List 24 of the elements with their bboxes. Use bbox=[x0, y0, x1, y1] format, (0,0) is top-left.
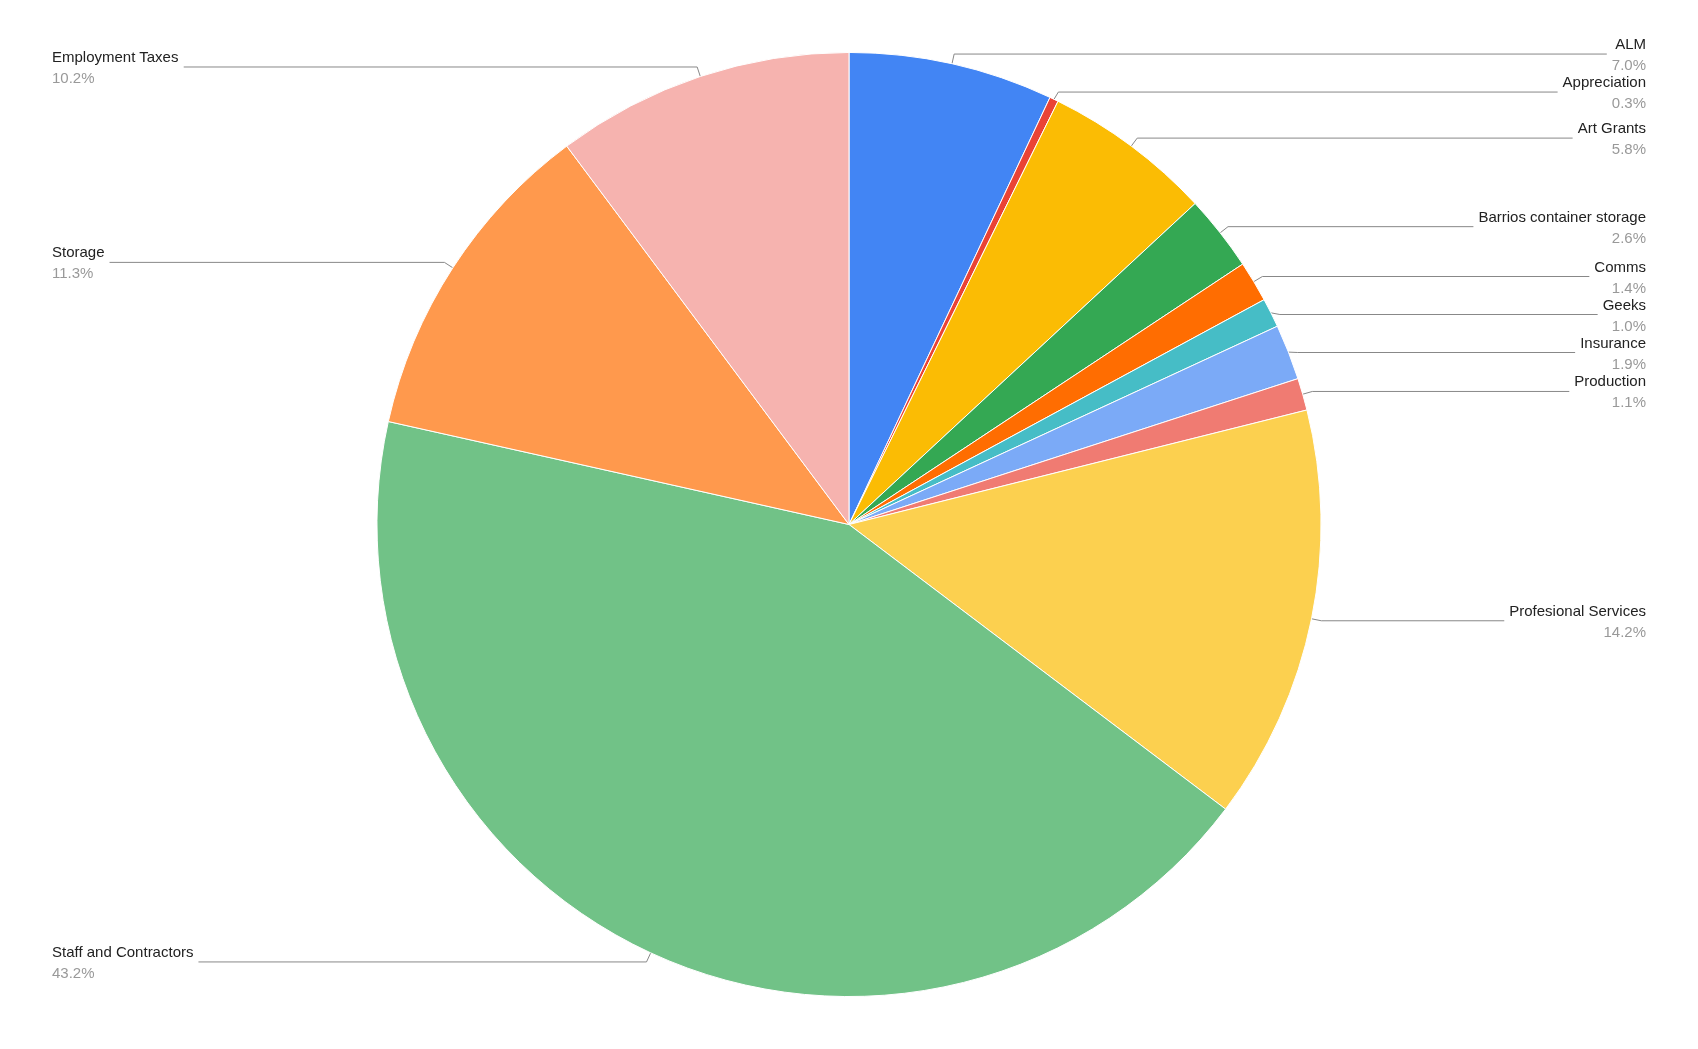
data-label: 2.6% bbox=[1611, 228, 1646, 246]
data-label: 14.2% bbox=[1603, 622, 1646, 640]
slice-label: Production bbox=[1574, 372, 1646, 390]
slice-label: Barrios container storage bbox=[1478, 207, 1646, 225]
data-label: 43.2% bbox=[52, 963, 95, 981]
data-label: 1.9% bbox=[1611, 354, 1646, 372]
data-label: 10.2% bbox=[52, 68, 95, 86]
slice-label: Insurance bbox=[1580, 333, 1646, 351]
slice-label: Geeks bbox=[1602, 295, 1646, 313]
slice-label: ALM bbox=[1615, 35, 1646, 53]
data-label: 5.8% bbox=[1611, 140, 1646, 158]
data-label: 1.1% bbox=[1611, 393, 1646, 411]
slice-label: Comms bbox=[1594, 257, 1646, 275]
data-label: 1.4% bbox=[1611, 278, 1646, 296]
data-label: 11.3% bbox=[52, 264, 94, 282]
slice-label: Storage bbox=[52, 243, 105, 261]
slice-label: Art Grants bbox=[1577, 119, 1646, 137]
data-label: 7.0% bbox=[1611, 56, 1646, 74]
slice-label: Staff and Contractors bbox=[52, 942, 194, 960]
slice-label: Profesional Services bbox=[1509, 601, 1646, 619]
data-label: 0.3% bbox=[1611, 94, 1646, 112]
slice-label: Appreciation bbox=[1562, 73, 1646, 91]
data-label: 1.0% bbox=[1611, 316, 1646, 334]
slice-label: Employment Taxes bbox=[52, 47, 179, 65]
